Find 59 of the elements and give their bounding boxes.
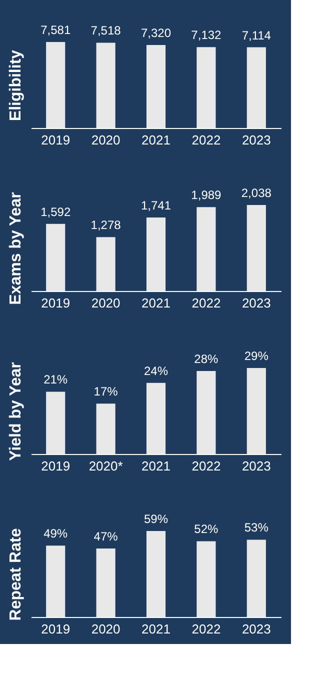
data-label: 7,320: [140, 26, 172, 40]
data-label: 52%: [194, 522, 219, 536]
x-tick-label: 2020*: [88, 458, 123, 474]
x-tick-label: 2021: [142, 296, 170, 310]
bar: [96, 237, 116, 291]
x-tick-label: 2023: [242, 622, 271, 636]
bar: [146, 531, 166, 617]
x-tick-label: 2019: [41, 622, 70, 636]
bar: [246, 540, 266, 617]
x-tick-label: 2023: [242, 132, 271, 148]
bar: [246, 205, 266, 291]
data-label: 1,741: [140, 198, 172, 213]
data-label: 47%: [94, 529, 118, 544]
x-tick-label: 2020: [91, 622, 120, 636]
data-label: 1,592: [40, 204, 71, 219]
data-label: 7,518: [90, 24, 122, 38]
data-label: 53%: [244, 520, 269, 535]
data-label: 1,278: [90, 218, 122, 232]
data-label: 17%: [94, 384, 118, 399]
x-tick-label: 2021: [142, 132, 170, 148]
x-tick-label: 2019: [41, 296, 70, 310]
data-label: 7,132: [191, 28, 222, 42]
bar: [46, 392, 66, 454]
bar: [196, 541, 216, 617]
y-axis-title: Eligibility: [8, 50, 24, 122]
bar: [196, 370, 216, 454]
y-axis-title: Yield by Year: [8, 362, 24, 461]
x-tick-label: 2020: [91, 296, 120, 310]
data-label: 29%: [244, 349, 269, 363]
x-tick-label: 2019: [41, 458, 70, 474]
x-tick-label: 2022: [192, 458, 221, 474]
bar: [96, 548, 116, 617]
y-axis-title: Exams by Year: [8, 192, 24, 305]
y-axis-title: Repeat Rate: [8, 528, 24, 621]
data-label: 24%: [144, 364, 168, 378]
x-tick-label: 2019: [41, 132, 70, 148]
x-tick-label: 2022: [192, 132, 221, 148]
bar: [46, 224, 66, 291]
bar: [246, 368, 266, 454]
data-label: 21%: [44, 372, 68, 387]
bar: [96, 404, 116, 454]
data-label: 7,581: [40, 23, 71, 37]
data-label: 1,989: [191, 188, 222, 202]
x-tick-label: 2021: [142, 622, 170, 636]
bar: [46, 546, 66, 617]
bar: [146, 382, 166, 454]
x-tick-label: 2022: [192, 296, 221, 310]
x-tick-label: 2021: [142, 458, 170, 474]
x-tick-label: 2022: [192, 622, 221, 636]
x-tick-label: 2023: [242, 458, 271, 474]
x-tick-label: 2023: [242, 296, 271, 310]
data-label: 28%: [194, 352, 219, 366]
data-label: 7,114: [242, 28, 272, 42]
x-tick-label: 2020: [91, 132, 120, 148]
data-label: 49%: [44, 526, 68, 541]
data-label: 59%: [144, 512, 168, 526]
bar: [196, 207, 216, 291]
bar: [146, 218, 166, 291]
data-label: 2,038: [241, 186, 272, 200]
